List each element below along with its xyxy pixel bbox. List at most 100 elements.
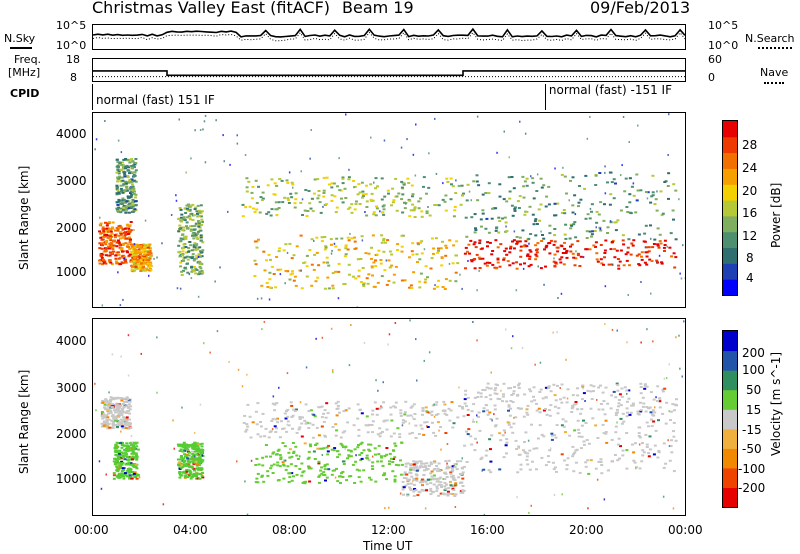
power-cell: [553, 214, 556, 217]
velocity-cell: [648, 448, 652, 451]
velocity-cell: [572, 453, 575, 456]
power-cell: [103, 234, 107, 237]
velocity-cell: [518, 453, 522, 456]
power-cell: [131, 167, 134, 170]
velocity-cell: [626, 392, 628, 395]
power-cell: [353, 186, 355, 189]
velocity-cell: [415, 477, 419, 480]
power-cell: [134, 204, 138, 206]
velocity-cell: [119, 453, 123, 456]
velocity-cell: [589, 459, 593, 462]
power-cell: [335, 237, 339, 240]
power-cell: [132, 201, 135, 204]
power-cell: [568, 237, 572, 240]
velocity-cell: [627, 397, 631, 400]
velocity-cell: [345, 479, 349, 482]
velocity-cell: [419, 424, 423, 427]
velocity-cell: [192, 453, 196, 456]
time-tick-label: 04:00: [173, 523, 208, 537]
power-cell: [141, 256, 145, 259]
power-cell: [300, 287, 304, 290]
power-cell: [414, 174, 417, 177]
velocity-cell: [645, 446, 649, 448]
velocity-cell: [554, 399, 558, 402]
power-cell: [259, 196, 263, 199]
velocity-cell: [291, 427, 294, 430]
velocity-cell: [507, 404, 511, 407]
velocity-cell: [236, 460, 238, 463]
power-cell: [236, 134, 238, 137]
power-cell: [621, 234, 625, 237]
velocity-cell: [184, 474, 188, 477]
power-cell: [115, 158, 119, 161]
velocity-cell: [509, 407, 513, 410]
velocity-cell: [449, 472, 453, 475]
power-cell: [371, 234, 375, 237]
power-cell: [603, 252, 607, 254]
power-cell: [420, 215, 424, 218]
velocity-cell: [106, 410, 110, 413]
velocity-cell: [121, 456, 125, 459]
power-cell: [119, 226, 123, 229]
power-cell: [199, 229, 203, 232]
power-cell: [535, 248, 539, 251]
power-cell: [182, 238, 186, 241]
velocity-cell: [131, 452, 134, 455]
power-cell: [110, 263, 114, 266]
power-cell: [146, 257, 150, 259]
power-cell: [195, 236, 199, 239]
power-cell: [109, 230, 113, 233]
velocity-cell: [442, 493, 446, 496]
velocity-cell: [189, 471, 193, 474]
velocity-cell: [412, 403, 416, 406]
power-cell: [119, 184, 123, 187]
velocity-cell: [378, 427, 382, 430]
cpid-segment-0: normal (fast) 151 IF: [96, 93, 215, 107]
velocity-cell: [119, 397, 123, 399]
power-cell: [538, 219, 542, 222]
velocity-cell: [118, 412, 122, 415]
velocity-cell: [228, 360, 230, 363]
power-cell: [353, 240, 357, 243]
velocity-cell: [198, 450, 202, 453]
velocity-cell: [515, 448, 519, 450]
velocity-cell: [194, 460, 198, 463]
velocity-cell: [290, 472, 294, 475]
velocity-cell: [420, 427, 424, 430]
velocity-cell: [483, 389, 487, 392]
velocity-colorbar-label: Velocity [m s^-1]: [769, 351, 783, 456]
velocity-cell: [449, 471, 453, 474]
power-cell: [570, 243, 574, 246]
power-cell: [358, 191, 362, 194]
power-cell: [148, 243, 152, 246]
velocity-cell: [126, 450, 130, 453]
velocity-cell: [325, 463, 329, 466]
power-cell: [126, 195, 130, 198]
velocity-cell: [194, 444, 198, 447]
velocity-cell: [307, 456, 311, 459]
power-cell: [125, 164, 129, 167]
power-cell: [199, 204, 203, 207]
power-cell: [137, 249, 141, 252]
velocity-cell: [320, 447, 324, 450]
velocity-cell: [107, 418, 111, 421]
velocity-cell: [641, 396, 645, 399]
power-cell: [391, 187, 395, 190]
power-cell: [620, 174, 622, 177]
velocity-cell: [243, 414, 247, 417]
velocity-cell: [496, 384, 499, 387]
velocity-cell: [573, 429, 577, 432]
power-cell: [609, 221, 613, 224]
velocity-cell: [109, 396, 113, 399]
velocity-cell: [330, 473, 334, 476]
velocity-cell: [451, 469, 455, 472]
power-cell: [521, 175, 525, 178]
velocity-cell: [196, 442, 200, 445]
velocity-cell: [118, 474, 122, 477]
power-cell: [119, 232, 123, 235]
velocity-cell: [594, 424, 598, 427]
velocity-cell: [627, 389, 631, 392]
power-cell: [387, 192, 390, 195]
velocity-cell: [321, 454, 324, 456]
velocity-cell: [275, 402, 279, 405]
